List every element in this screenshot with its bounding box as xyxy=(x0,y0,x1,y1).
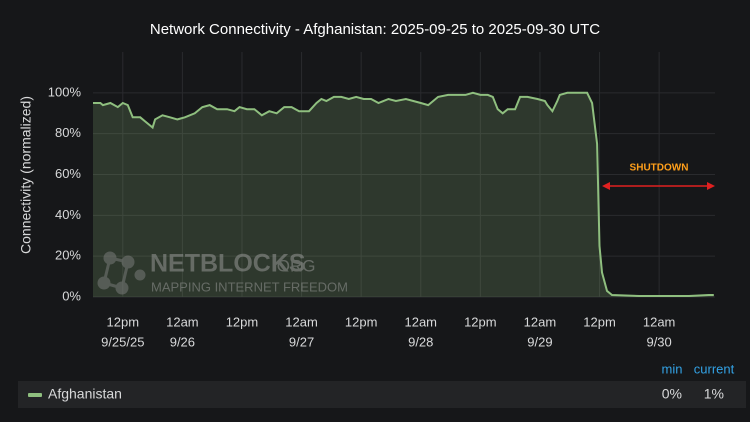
x-tick-label: 12pm xyxy=(345,314,378,329)
watermark-tagline: MAPPING INTERNET FREEDOM xyxy=(151,279,348,294)
y-tick-label: 60% xyxy=(55,166,81,181)
y-axis-label: Connectivity (normalized) xyxy=(18,96,34,254)
x-tick-label: 12am xyxy=(524,314,557,329)
legend-stat-value: 0% xyxy=(662,386,682,402)
watermark: NETBLOCKS .ORG MAPPING INTERNET FREEDOM xyxy=(97,250,348,295)
series-line xyxy=(93,91,714,297)
plot-area xyxy=(93,52,715,298)
y-tick-label: 20% xyxy=(55,248,81,263)
y-tick-label: 80% xyxy=(55,125,81,140)
x-tick-label: 12am xyxy=(404,314,437,329)
legend-stat-value: 1% xyxy=(704,386,724,402)
x-tick-label: 12am xyxy=(166,314,199,329)
legend-row xyxy=(18,381,746,408)
x-tick-label: 12pm xyxy=(464,314,497,329)
series-area xyxy=(93,92,714,297)
chart-title: Network Connectivity - Afghanistan: 2025… xyxy=(150,21,600,38)
legend-swatch xyxy=(28,393,42,397)
watermark-suffix: .ORG xyxy=(272,256,315,275)
watermark-logo xyxy=(97,251,146,295)
x-tick-date: 9/28 xyxy=(408,334,433,349)
x-tick-label: 12am xyxy=(643,314,676,329)
x-tick-date: 9/29 xyxy=(527,334,552,349)
x-tick-date: 9/25/25 xyxy=(101,334,144,349)
x-tick-label: 12pm xyxy=(226,314,259,329)
x-tick-date: 9/30 xyxy=(646,334,671,349)
y-tick-label: 0% xyxy=(62,288,81,303)
x-tick-label: 12pm xyxy=(583,314,616,329)
y-tick-label: 40% xyxy=(55,207,81,222)
legend-stat-header: current xyxy=(694,361,735,376)
x-tick-label: 12am xyxy=(285,314,318,329)
watermark-name: NETBLOCKS xyxy=(150,250,306,278)
annotation-text: SHUTDOWN xyxy=(630,163,689,174)
annotation: SHUTDOWN xyxy=(602,163,715,190)
x-tick-date: 9/26 xyxy=(170,334,195,349)
x-tick-date: 9/27 xyxy=(289,334,314,349)
y-tick-label: 100% xyxy=(48,84,82,99)
legend-label: Afghanistan xyxy=(48,386,122,402)
legend-stat-header: min xyxy=(662,361,683,376)
x-tick-label: 12pm xyxy=(107,314,140,329)
